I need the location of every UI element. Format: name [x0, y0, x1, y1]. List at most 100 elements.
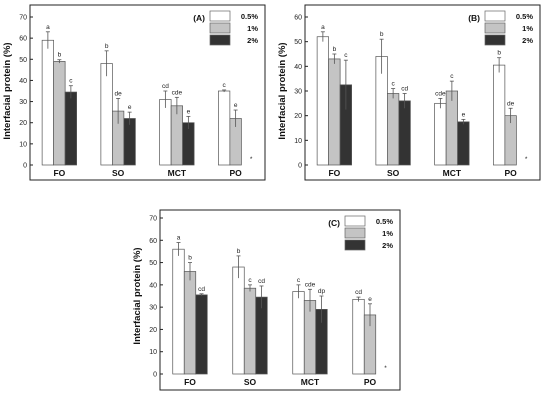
x-tick-label: MCT: [301, 377, 320, 387]
bar-MCT-1%: [445, 90, 458, 166]
bar-MCT-1%: [170, 105, 183, 166]
legend-swatch-1%: [209, 22, 231, 34]
panel-label: (B): [468, 13, 480, 23]
bar-SO-2%: [123, 118, 136, 166]
significance-letter: c: [344, 52, 348, 59]
legend-swatch-2%: [209, 34, 231, 46]
significance-letter: cde: [172, 89, 183, 96]
legend-swatch-0.5%: [484, 10, 506, 22]
x-tick-label: SO: [244, 377, 257, 387]
plot-frame: [29, 4, 266, 181]
legend-swatch-1%: [344, 227, 366, 239]
chart-panel-3: 0 10 20 30 40 50 60 70 Interfacial protein (%) FO…: [132, 209, 401, 391]
bar-SO-1%: [387, 93, 400, 166]
significance-letter: cd: [258, 278, 265, 285]
y-tick-label: 0: [23, 163, 27, 170]
significance-letter: b: [333, 46, 337, 53]
y-tick-label: 40: [294, 64, 302, 71]
significance-letter: cd: [162, 83, 169, 90]
bar-MCT-0.5%: [434, 102, 447, 166]
x-tick-label: PO: [504, 168, 517, 178]
x-tick-label: PO: [229, 168, 242, 178]
legend-swatch-0.5%: [209, 10, 231, 22]
y-tick-label: 60: [19, 36, 27, 43]
bar-FO-0.5%: [172, 248, 185, 375]
significance-letter: cd: [355, 289, 362, 296]
y-tick-label: 70: [19, 15, 27, 22]
x-tick-label: MCT: [443, 168, 462, 178]
legend-swatch-0.5%: [344, 215, 366, 227]
significance-letter: e: [234, 102, 238, 109]
y-tick-label: 20: [294, 113, 302, 120]
y-axis-label: Interfacial protein (%): [2, 42, 13, 139]
legend-label: 2%: [382, 241, 393, 250]
significance-letter: e: [187, 108, 191, 115]
y-tick-label: 50: [149, 260, 157, 267]
significance-letter: e: [462, 111, 466, 118]
y-tick-label: 0: [153, 372, 157, 379]
significance-letter: cde: [305, 281, 316, 288]
panel-label: (A): [193, 13, 205, 23]
bar-FO-0.5%: [41, 39, 54, 166]
bar-SO-0.5%: [100, 63, 113, 166]
bar-FO-0.5%: [316, 36, 329, 166]
y-tick-label: 30: [19, 99, 27, 106]
y-tick-label: 10: [19, 141, 27, 148]
significance-letter: cd: [198, 286, 205, 293]
panel-label: (C): [328, 218, 340, 228]
y-tick-label: 50: [294, 39, 302, 46]
y-tick-label: 20: [19, 120, 27, 127]
y-tick-label: 70: [149, 216, 157, 223]
y-tick-label: 10: [149, 349, 157, 356]
legend-swatch-2%: [344, 239, 366, 251]
significance-letter: c: [248, 277, 252, 284]
legend-swatch-1%: [484, 22, 506, 34]
bar-SO-0.5%: [232, 266, 245, 375]
y-tick-label: 30: [294, 89, 302, 96]
bar-PO-0.5%: [218, 90, 231, 166]
y-tick-label: 40: [19, 78, 27, 85]
y-tick-label: 60: [294, 15, 302, 22]
significance-letter: dp: [318, 288, 326, 295]
not-detected-marker: *: [525, 156, 528, 163]
legend-label: 1%: [247, 24, 258, 33]
bar-SO-1%: [243, 287, 257, 375]
bar-FO-2%: [195, 294, 208, 375]
significance-letter: a: [177, 235, 181, 242]
y-tick-label: 0: [298, 163, 302, 170]
significance-letter: cd: [401, 85, 408, 92]
not-detected-marker: *: [384, 365, 387, 372]
y-tick-label: 50: [19, 57, 27, 64]
x-tick-label: FO: [184, 377, 196, 387]
x-tick-label: SO: [112, 168, 125, 178]
bar-MCT-2%: [457, 121, 470, 166]
not-detected-marker: *: [250, 156, 253, 163]
significance-letter: a: [321, 24, 325, 31]
y-axis-label: Interfacial protein (%): [132, 247, 143, 344]
legend-label: 1%: [382, 229, 393, 238]
bar-SO-2%: [255, 296, 268, 375]
plot-frame: [159, 209, 401, 391]
chart-panel-2: 0 10 20 30 40 50 60 Interfacial protein (%) FO a b…: [277, 4, 541, 181]
bar-SO-2%: [398, 100, 411, 166]
y-tick-label: 60: [149, 238, 157, 245]
significance-letter: e: [128, 104, 132, 111]
bar-FO-1%: [328, 58, 341, 166]
bar-FO-1%: [183, 271, 197, 375]
significance-letter: c: [223, 82, 227, 89]
y-tick-label: 20: [149, 327, 157, 334]
y-axis-label: Interfacial protein (%): [277, 42, 288, 139]
legend-label: 0.5%: [516, 12, 533, 21]
y-tick-label: 30: [149, 305, 157, 312]
significance-letter: b: [237, 248, 241, 255]
legend-label: 1%: [522, 24, 533, 33]
bar-FO-1%: [53, 61, 66, 166]
plot-frame: [304, 4, 541, 181]
bar-FO-2%: [64, 91, 77, 166]
legend-label: 2%: [247, 36, 258, 45]
x-tick-label: PO: [364, 377, 377, 387]
significance-letter: c: [297, 277, 301, 284]
significance-letter: b: [105, 43, 109, 50]
significance-letter: a: [46, 24, 50, 31]
